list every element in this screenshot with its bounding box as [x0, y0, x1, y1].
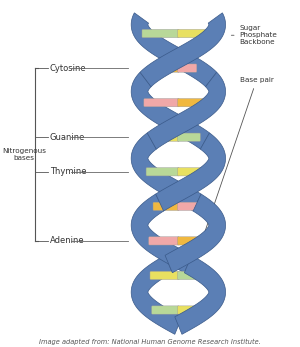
FancyBboxPatch shape: [178, 202, 204, 211]
Text: Adenine: Adenine: [50, 236, 85, 245]
Polygon shape: [131, 133, 201, 211]
Text: Sugar
Phosphate
Backbone: Sugar Phosphate Backbone: [231, 25, 278, 45]
Polygon shape: [131, 255, 182, 334]
Polygon shape: [131, 13, 217, 87]
FancyBboxPatch shape: [178, 306, 205, 314]
Polygon shape: [131, 72, 209, 149]
FancyBboxPatch shape: [150, 271, 179, 280]
FancyBboxPatch shape: [142, 29, 179, 38]
FancyBboxPatch shape: [156, 133, 179, 141]
Polygon shape: [156, 133, 226, 211]
FancyBboxPatch shape: [178, 99, 213, 107]
Polygon shape: [147, 72, 226, 149]
Text: Nitrogenous
bases: Nitrogenous bases: [2, 148, 46, 161]
Polygon shape: [131, 194, 192, 273]
FancyBboxPatch shape: [178, 168, 211, 176]
Text: Cytosine: Cytosine: [50, 64, 87, 73]
FancyBboxPatch shape: [152, 306, 179, 314]
Polygon shape: [165, 194, 226, 273]
FancyBboxPatch shape: [178, 133, 200, 141]
Text: Base pair: Base pair: [191, 77, 274, 273]
FancyBboxPatch shape: [160, 64, 179, 72]
FancyBboxPatch shape: [178, 237, 208, 245]
Polygon shape: [175, 255, 226, 334]
FancyBboxPatch shape: [178, 271, 207, 280]
Text: Image adapted from: National Human Genome Research Institute.: Image adapted from: National Human Genom…: [39, 338, 261, 345]
FancyBboxPatch shape: [144, 99, 179, 107]
Text: Thymine: Thymine: [50, 167, 86, 176]
FancyBboxPatch shape: [178, 29, 215, 38]
FancyBboxPatch shape: [153, 202, 179, 211]
FancyBboxPatch shape: [149, 237, 179, 245]
FancyBboxPatch shape: [178, 64, 197, 72]
Text: Guanine: Guanine: [50, 133, 85, 142]
FancyBboxPatch shape: [146, 168, 179, 176]
Polygon shape: [140, 13, 226, 87]
